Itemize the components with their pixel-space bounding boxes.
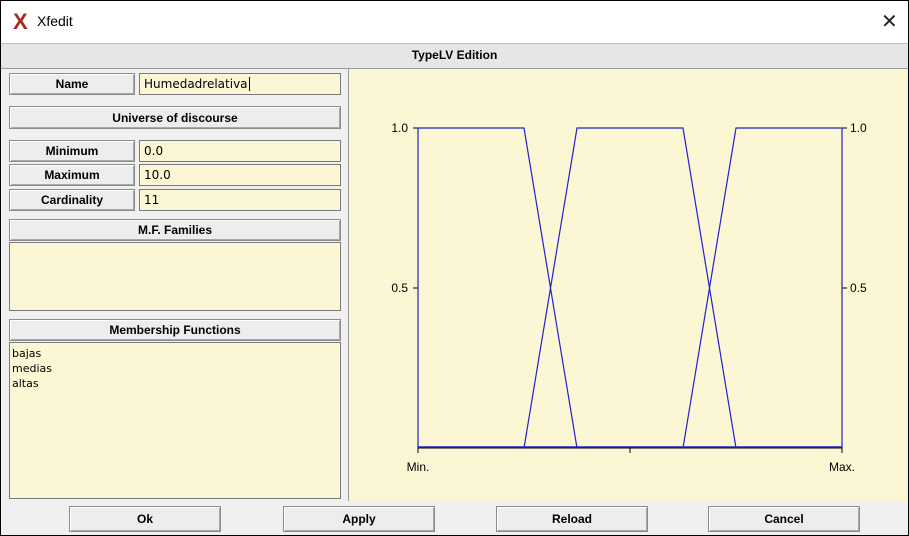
edition-title: TypeLV Edition bbox=[411, 48, 498, 62]
ok-button[interactable]: Ok bbox=[69, 506, 221, 532]
cardinality-button[interactable]: Cardinality bbox=[9, 189, 135, 211]
mf-item-bajas[interactable]: bajas bbox=[12, 347, 42, 360]
membership-functions-list[interactable]: bajas medias altas bbox=[9, 342, 341, 499]
membership-plot-panel: 1.0 1.0 0.5 0.5 Min. Max. bbox=[348, 69, 907, 501]
y-tick-label-right: 1.0 bbox=[850, 121, 867, 135]
name-field-value: Humedadrelativa bbox=[144, 77, 248, 91]
cardinality-field[interactable]: 11 bbox=[139, 189, 341, 211]
edition-header: TypeLV Edition bbox=[1, 43, 908, 69]
text-cursor bbox=[248, 77, 250, 91]
mf-line-medias bbox=[523, 127, 737, 449]
plot-axes bbox=[413, 127, 847, 453]
cancel-button[interactable]: Cancel bbox=[708, 506, 860, 532]
mf-line-bajas bbox=[417, 127, 578, 449]
window-title: Xfedit bbox=[37, 13, 73, 29]
reload-button[interactable]: Reload bbox=[496, 506, 648, 532]
minimum-field[interactable]: 0.0 bbox=[139, 140, 341, 162]
x-tick-label-max: Max. bbox=[829, 460, 855, 474]
plot-series bbox=[417, 127, 843, 449]
apply-button[interactable]: Apply bbox=[283, 506, 435, 532]
xfedit-logo-icon: X bbox=[13, 9, 28, 34]
maximum-field[interactable]: 10.0 bbox=[139, 164, 341, 186]
mf-item-medias[interactable]: medias bbox=[12, 362, 52, 375]
y-tick-label-left: 0.5 bbox=[391, 281, 408, 295]
close-icon[interactable]: ✕ bbox=[881, 11, 898, 33]
y-tick-label-left: 1.0 bbox=[391, 121, 408, 135]
universe-of-discourse-button[interactable]: Universe of discourse bbox=[9, 106, 341, 129]
mf-families-list[interactable] bbox=[9, 242, 341, 311]
mf-line-altas bbox=[682, 127, 843, 449]
mf-item-altas[interactable]: altas bbox=[12, 377, 39, 390]
name-field[interactable]: Humedadrelativa bbox=[139, 73, 341, 95]
x-tick-label-min: Min. bbox=[407, 460, 430, 474]
y-tick-label-right: 0.5 bbox=[850, 281, 867, 295]
name-button[interactable]: Name bbox=[9, 73, 135, 95]
properties-panel: Name Humedadrelativa Universe of discour… bbox=[7, 69, 344, 501]
title-bar: X Xfedit ✕ bbox=[1, 1, 908, 43]
maximum-button[interactable]: Maximum bbox=[9, 164, 135, 186]
minimum-button[interactable]: Minimum bbox=[9, 140, 135, 162]
membership-plot: 1.0 1.0 0.5 0.5 Min. Max. bbox=[391, 121, 867, 474]
plot-labels: 1.0 1.0 0.5 0.5 Min. Max. bbox=[391, 121, 867, 474]
bottom-button-bar: Ok Apply Reload Cancel bbox=[1, 503, 908, 535]
membership-functions-button[interactable]: Membership Functions bbox=[9, 319, 341, 341]
mf-families-button[interactable]: M.F. Families bbox=[9, 219, 341, 241]
